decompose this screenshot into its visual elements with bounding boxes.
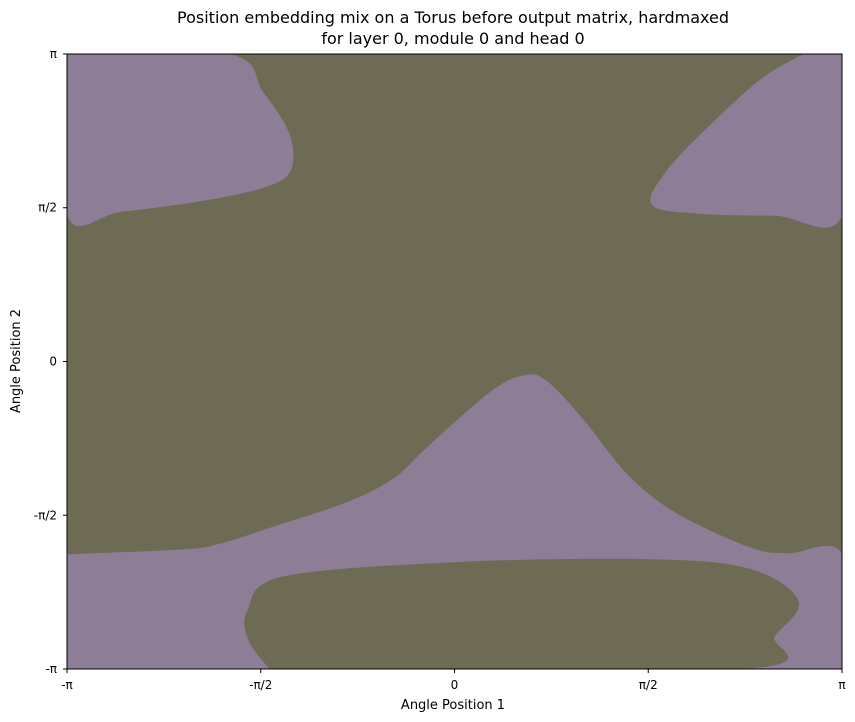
x-axis-ticks: -π -π/2 0 π/2 π [61,669,846,692]
region-top-right [650,54,842,228]
y-tick-label: -π [45,662,57,676]
chart-title-line-2: for layer 0, module 0 and head 0 [321,29,584,48]
y-axis-ticks: -π -π/2 0 π/2 π [34,47,67,676]
x-axis-label: Angle Position 1 [401,698,505,713]
regions-layer [67,54,842,669]
x-tick-label: π [838,678,845,692]
x-tick-label: 0 [451,678,459,692]
plot-area [66,53,843,670]
y-tick-label: π/2 [38,201,57,215]
x-tick-label: -π [61,678,73,692]
y-axis-label: Angle Position 2 [9,309,24,413]
chart-title-line-1: Position embedding mix on a Torus before… [177,8,729,27]
y-tick-label: -π/2 [34,508,57,522]
region-top-left [67,54,294,227]
y-tick-label: 0 [49,355,57,369]
x-tick-label: -π/2 [249,678,272,692]
y-tick-label: π [50,47,57,61]
x-tick-label: π/2 [639,678,658,692]
region-bottom-blob [244,558,800,669]
